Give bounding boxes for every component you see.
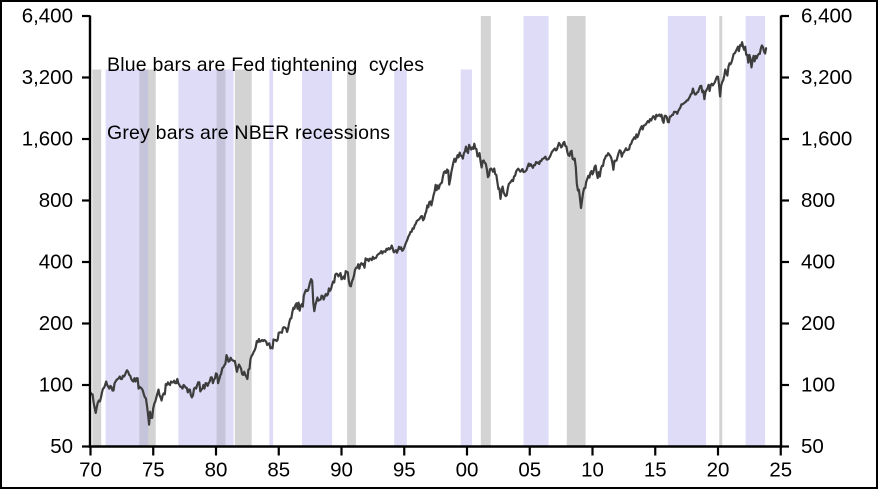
fed-tightening-band [667,16,707,447]
x-axis-label: 75 [142,459,165,482]
y-axis-label-left: 50 [50,435,73,458]
x-axis-label: 95 [393,459,416,482]
y-axis-label-left: 400 [39,251,73,274]
nber-recession-band [719,16,723,447]
y-axis-label-left: 3,200 [22,66,73,89]
nber-recession-band [92,69,102,447]
y-axis-label-right: 100 [801,374,835,397]
x-axis-label: 00 [456,459,479,482]
band-overlap [139,69,149,447]
y-axis-label-left: 200 [39,312,73,335]
band-overlap [216,69,226,447]
note-line-fed-tightening: Blue bars are Fed tightening cycles [107,54,425,76]
y-axis-label-right: 1,600 [801,128,852,151]
y-axis-label-right: 3,200 [801,66,852,89]
x-axis-label: 20 [707,459,730,482]
x-axis-label: 15 [644,459,667,482]
x-axis-label: 80 [205,459,228,482]
x-axis-label: 70 [79,459,102,482]
y-axis-label-right: 50 [801,435,824,458]
y-axis-label-right: 200 [801,312,835,335]
note-line-nber-recessions: Grey bars are NBER recessions [107,121,391,144]
y-axis-label-right: 6,400 [801,5,852,28]
nber-recession-band [480,16,491,447]
x-axis-label: 05 [518,459,541,482]
y-axis-label-right: 800 [801,189,835,212]
chart-note: Blue bars are Fed tightening cycles Grey… [107,9,424,189]
y-axis-label-left: 100 [39,374,73,397]
x-axis-label: 25 [769,459,792,482]
x-axis-label: 10 [581,459,604,482]
nber-recession-band [234,69,252,447]
fed-tightening-band [745,16,766,447]
y-axis-label-left: 1,600 [22,128,73,151]
nber-recession-band [347,69,356,447]
price-line [89,41,768,426]
fed-tightening-band [302,69,333,447]
fed-tightening-band [523,16,549,447]
fed-tightening-band [460,69,472,447]
fed-tightening-band [394,69,407,447]
x-axis-label: 85 [267,459,290,482]
y-axis-label-left: 6,400 [22,5,73,28]
y-axis-label-right: 400 [801,251,835,274]
nber-recession-band [566,16,586,447]
fed-tightening-band [269,69,274,447]
x-axis-label: 90 [330,459,353,482]
y-axis-label-left: 800 [39,189,73,212]
